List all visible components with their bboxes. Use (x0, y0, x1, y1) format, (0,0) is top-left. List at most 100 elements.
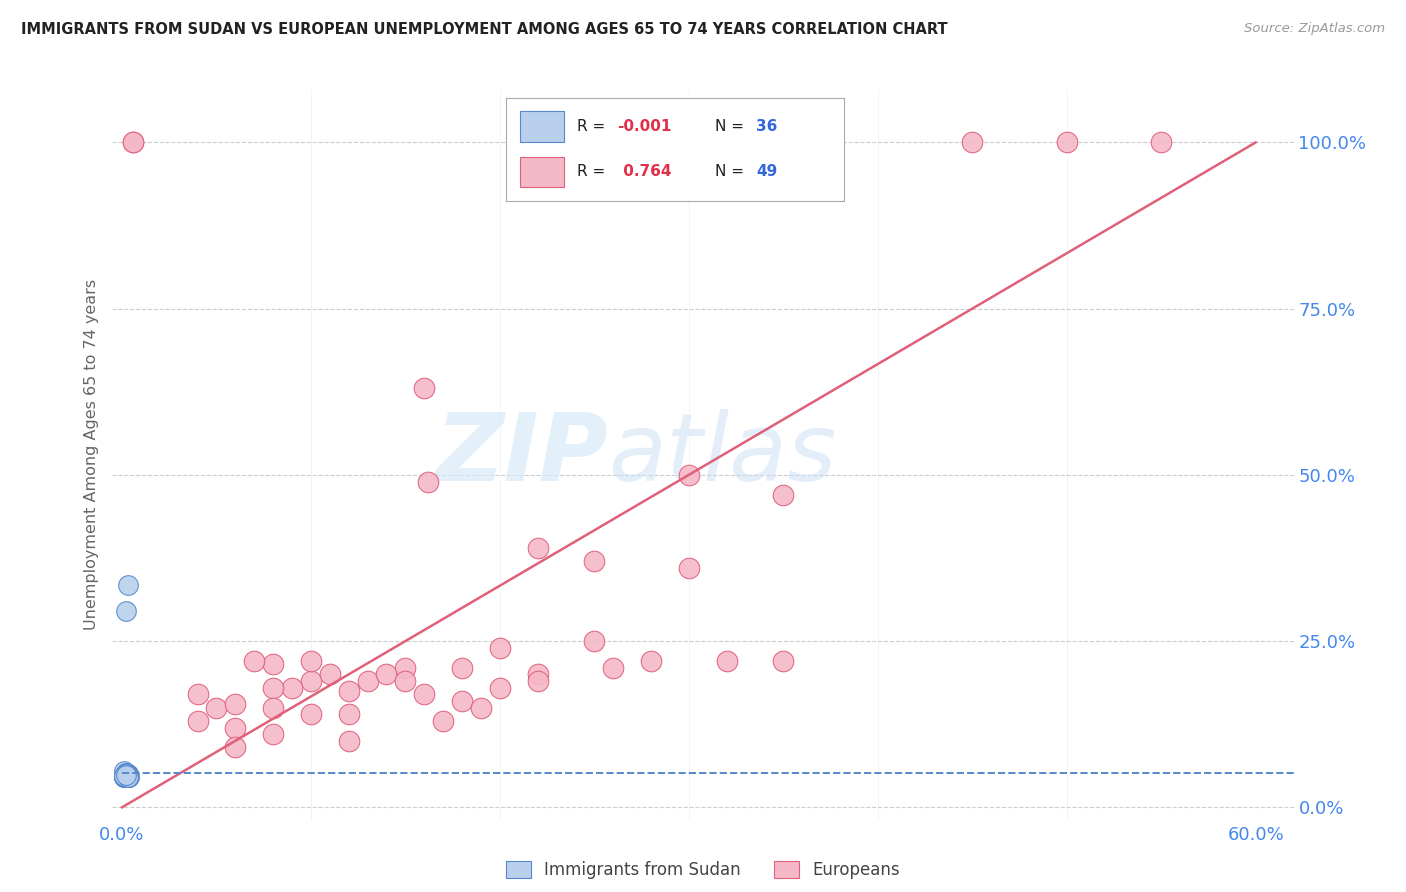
Point (337, 707, 360, 722)
Point (114, 767, 136, 781)
Point (112, 769, 135, 783)
Point (432, 714, 454, 728)
Point (117, 770, 139, 784)
Point (114, 765, 136, 780)
Bar (520, 112, 564, 142)
Point (117, 769, 139, 783)
Point (112, 770, 135, 784)
Point (772, 654, 794, 668)
Point (1150, 136, 1173, 150)
Point (262, 657, 284, 672)
Point (114, 604, 136, 618)
Point (413, 381, 436, 395)
Point (224, 740, 246, 755)
Point (114, 767, 136, 781)
Y-axis label: Unemployment Among Ages 65 to 74 years: Unemployment Among Ages 65 to 74 years (83, 279, 98, 631)
Point (526, 541, 548, 555)
Point (489, 640, 512, 655)
Text: Source: ZipAtlas.com: Source: ZipAtlas.com (1244, 22, 1385, 36)
Text: ZIP: ZIP (436, 409, 609, 501)
Point (114, 767, 136, 781)
Point (394, 661, 416, 675)
Point (356, 673, 378, 688)
Point (114, 768, 136, 782)
Point (678, 467, 700, 482)
Point (205, 700, 228, 714)
Point (114, 765, 136, 780)
Point (118, 769, 141, 783)
Point (224, 721, 246, 735)
Point (186, 714, 208, 728)
Point (112, 770, 135, 784)
Legend: Immigrants from Sudan, Europeans: Immigrants from Sudan, Europeans (499, 854, 907, 886)
Point (962, 136, 984, 150)
Text: R =: R = (576, 120, 610, 135)
Point (299, 654, 322, 668)
Point (117, 771, 139, 785)
Text: atlas: atlas (609, 409, 837, 500)
Point (117, 768, 139, 782)
Point (375, 667, 398, 681)
Point (1056, 136, 1078, 150)
Text: -0.001: -0.001 (617, 120, 672, 135)
Point (299, 673, 322, 688)
Point (262, 700, 284, 714)
Text: 0.764: 0.764 (617, 164, 671, 179)
Point (243, 654, 266, 668)
Point (114, 767, 136, 781)
Point (526, 673, 548, 688)
Point (186, 687, 208, 701)
Point (117, 767, 139, 781)
Point (451, 661, 474, 675)
Point (114, 768, 136, 782)
Text: 49: 49 (756, 164, 778, 179)
Point (118, 771, 141, 785)
Point (117, 768, 139, 782)
Text: N =: N = (716, 120, 749, 135)
Point (526, 667, 548, 681)
Point (583, 554, 606, 568)
Point (117, 577, 139, 591)
Point (114, 768, 136, 782)
Point (337, 734, 360, 748)
Point (117, 769, 139, 783)
Point (117, 770, 139, 784)
Point (117, 770, 139, 784)
Point (716, 654, 738, 668)
Point (416, 475, 439, 489)
Point (114, 767, 136, 781)
Point (583, 634, 606, 648)
Point (117, 770, 139, 784)
Point (489, 681, 512, 695)
Point (413, 687, 436, 701)
Point (224, 698, 246, 712)
Point (299, 707, 322, 722)
Point (337, 684, 360, 698)
Text: 36: 36 (756, 120, 778, 135)
Point (114, 768, 136, 782)
Point (602, 661, 624, 675)
Point (451, 694, 474, 708)
Bar (520, 157, 564, 187)
Point (640, 654, 662, 668)
Point (117, 767, 139, 781)
Point (262, 727, 284, 741)
Point (772, 488, 794, 502)
Text: N =: N = (716, 164, 749, 179)
Point (678, 561, 700, 575)
Point (114, 767, 136, 781)
Point (394, 673, 416, 688)
Point (122, 136, 145, 150)
Point (122, 136, 145, 150)
Text: R =: R = (576, 164, 610, 179)
Point (262, 681, 284, 695)
Point (112, 769, 135, 783)
Point (319, 667, 342, 681)
Point (112, 764, 135, 778)
Point (114, 768, 136, 782)
Point (112, 771, 135, 785)
Point (281, 681, 304, 695)
Point (112, 769, 135, 783)
Point (114, 768, 136, 782)
Point (470, 700, 492, 714)
